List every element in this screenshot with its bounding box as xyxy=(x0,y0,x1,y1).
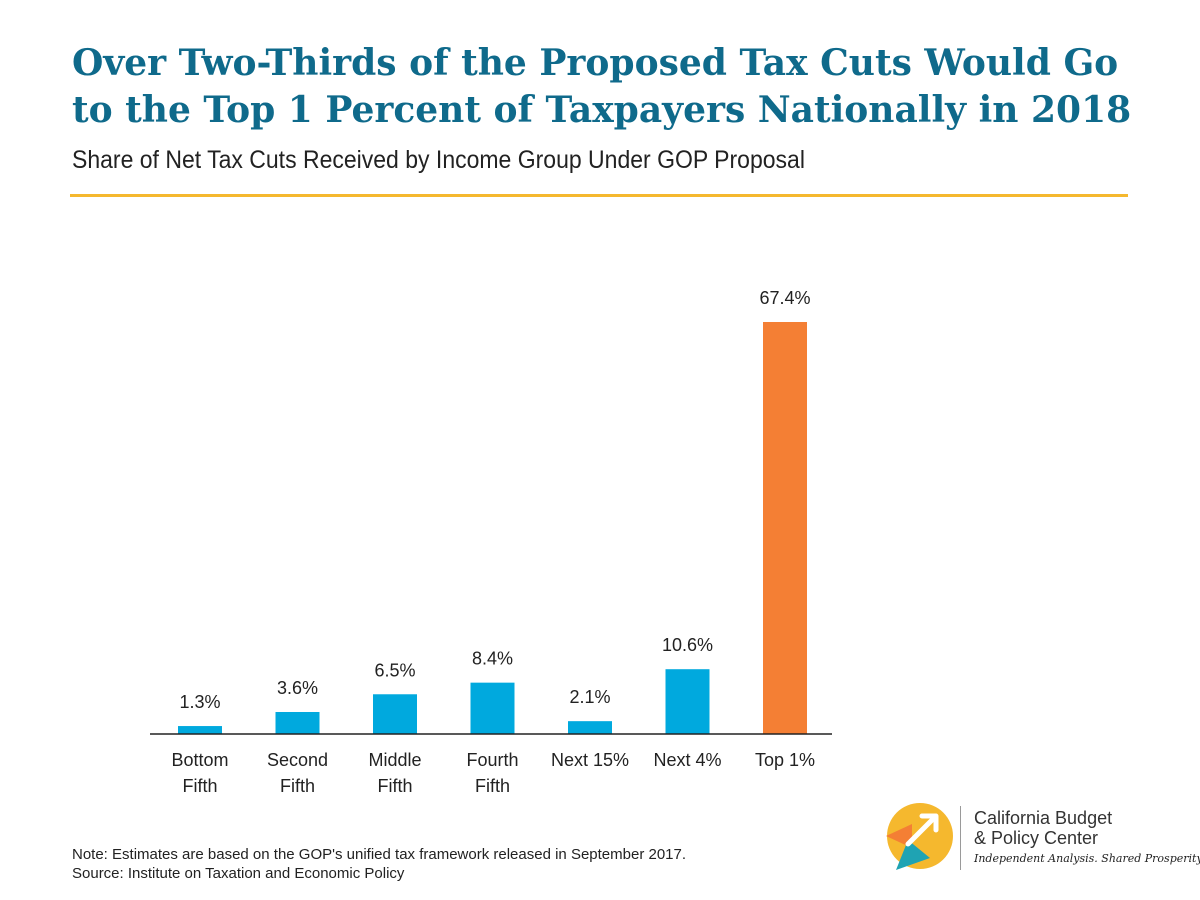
data-label: 3.6% xyxy=(277,678,318,698)
note-text: Note: Estimates are based on the GOP's u… xyxy=(72,846,687,863)
source-text: Source: Institute on Taxation and Econom… xyxy=(72,865,405,882)
bar xyxy=(470,682,515,734)
logo-name-line1: California Budget xyxy=(974,808,1113,828)
logo-mark-icon xyxy=(886,803,953,870)
category-label: Next 4% xyxy=(653,750,721,770)
data-label: 8.4% xyxy=(472,649,513,669)
data-label: 1.3% xyxy=(179,692,220,712)
data-label: 6.5% xyxy=(374,660,415,680)
bar xyxy=(763,322,807,734)
bar xyxy=(665,669,710,734)
category-label: Next 15% xyxy=(551,750,629,770)
logo-tagline: Independent Analysis. Shared Prosperity. xyxy=(974,852,1200,865)
organization-logo: California Budget & Policy Center Indepe… xyxy=(878,800,1200,880)
bar xyxy=(568,721,612,734)
category-label: Fifth xyxy=(182,776,217,796)
category-label: Fifth xyxy=(475,776,510,796)
category-label: Top 1% xyxy=(755,750,815,770)
category-label: Bottom xyxy=(171,750,228,770)
category-label: Fourth xyxy=(466,750,518,770)
data-label: 2.1% xyxy=(569,687,610,707)
bar xyxy=(178,726,222,734)
bar-chart: 1.3% Bottom Fifth 3.6% Second Fifth 6.5% Middle… xyxy=(150,288,832,796)
bar xyxy=(373,694,417,734)
category-label: Fifth xyxy=(377,776,412,796)
category-label: Fifth xyxy=(280,776,315,796)
data-label: 10.6% xyxy=(662,635,713,655)
logo-name-line2: & Policy Center xyxy=(974,828,1099,848)
data-label: 67.4% xyxy=(759,288,810,308)
chart-subtitle: Share of Net Tax Cuts Received by Income… xyxy=(72,146,805,174)
bar xyxy=(275,711,320,734)
footnote: Note: Estimates are based on the GOP's u… xyxy=(72,845,686,883)
logo-name: California Budget & Policy Center xyxy=(974,808,1112,848)
chart-title: Over Two-Thirds of the Proposed Tax Cuts… xyxy=(72,42,1132,131)
title-divider xyxy=(70,194,1128,197)
logo-divider xyxy=(960,806,961,870)
category-label: Middle xyxy=(368,750,421,770)
category-label: Second xyxy=(267,750,328,770)
